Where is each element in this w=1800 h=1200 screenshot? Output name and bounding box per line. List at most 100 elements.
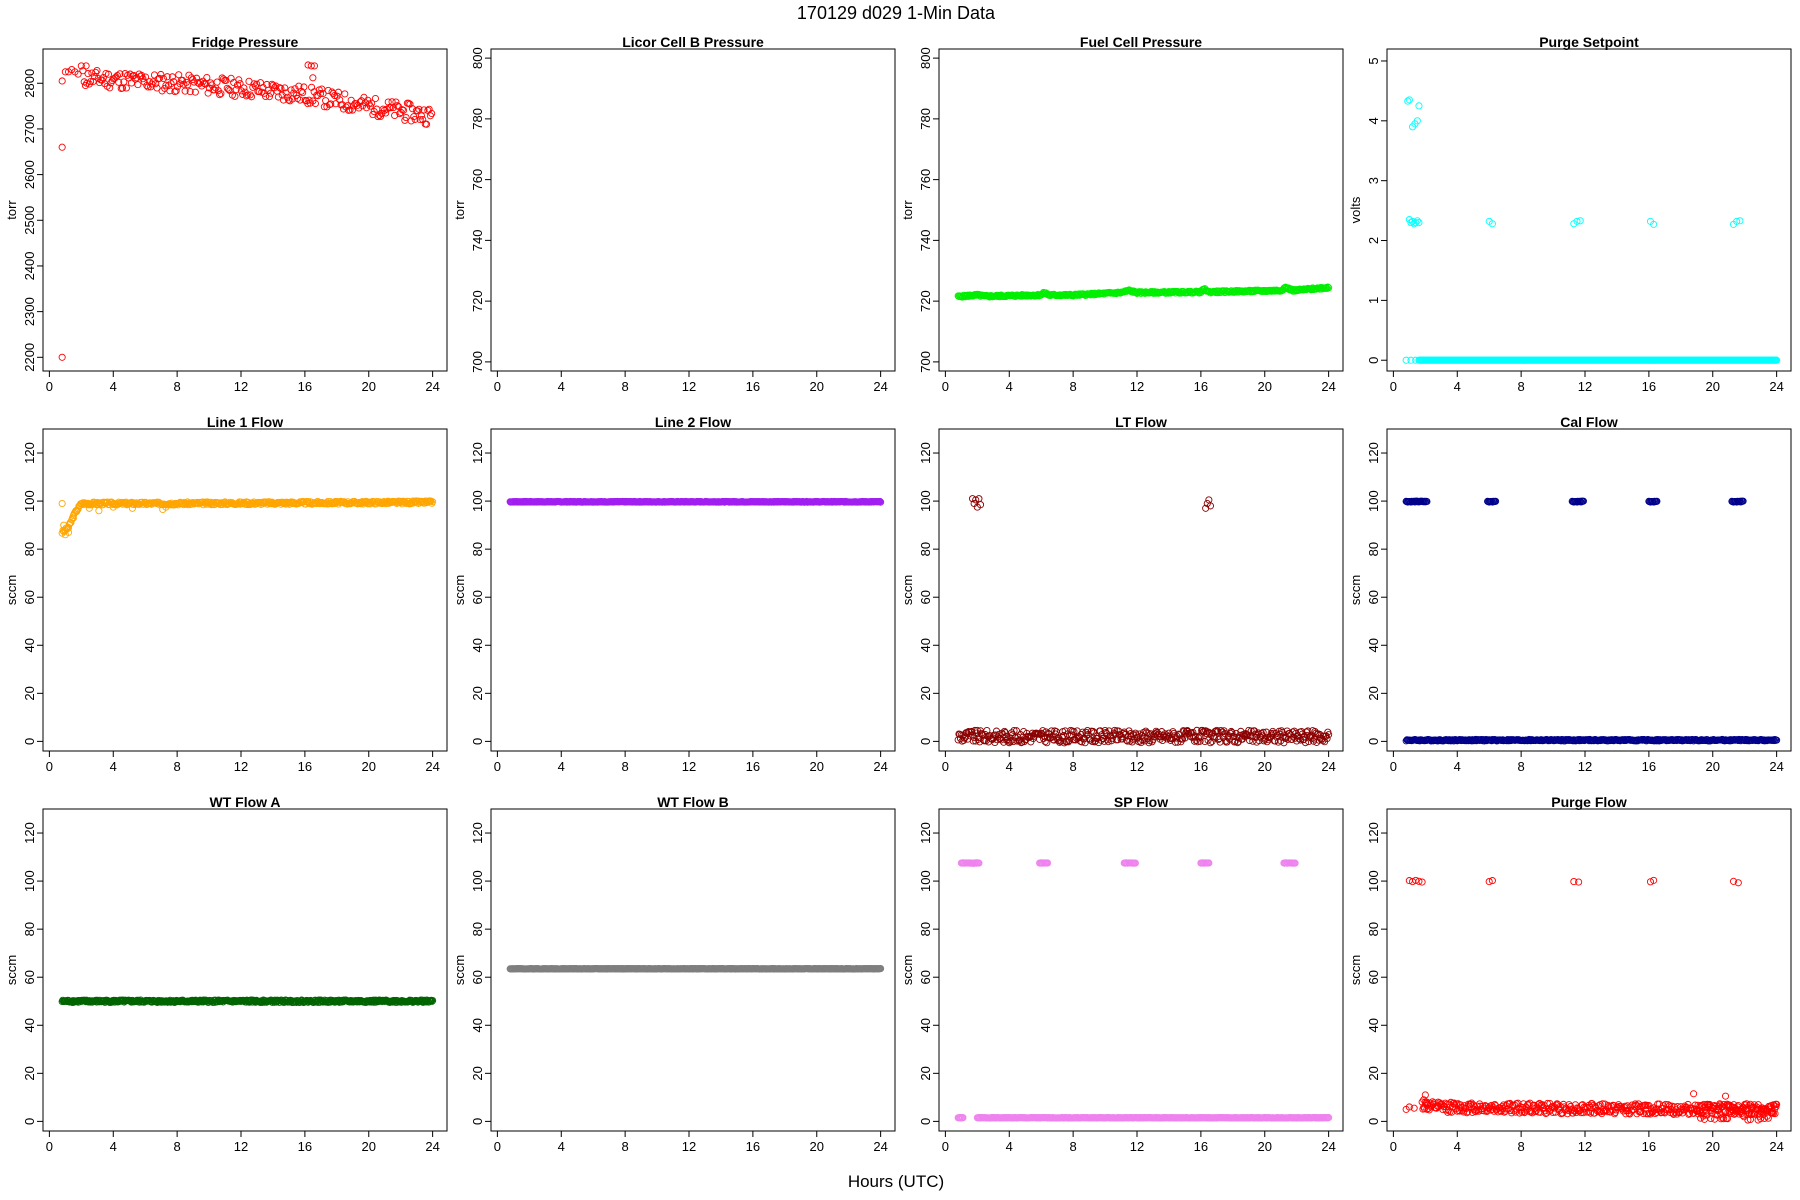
y-tick-label: 2200 [22,343,37,372]
data-point [415,105,423,113]
data-point [85,504,93,512]
y-axis-label: sccm [4,575,19,605]
data-point [244,91,252,99]
data-point [311,99,319,108]
data-point [1301,739,1310,747]
x-tick-label: 24 [425,379,439,394]
data-point [1012,727,1020,735]
data-points [954,495,1333,747]
x-tick-label: 0 [1390,379,1397,394]
data-point [1325,284,1333,292]
y-tick-label: 40 [1366,638,1381,652]
data-point [1241,732,1249,741]
data-point [290,89,298,97]
x-tick-label: 24 [1769,379,1783,394]
y-axis-label: sccm [900,955,915,985]
data-point [1739,497,1747,505]
x-tick-label: 12 [234,759,248,774]
data-point [162,81,170,89]
data-point [1413,117,1421,125]
x-tick-label: 20 [1258,759,1272,774]
data-point [276,84,284,92]
data-point [1206,502,1215,510]
data-point [262,92,270,100]
data-point [210,86,219,94]
data-point [1193,726,1201,734]
data-point [318,85,326,93]
x-tick-label: 4 [558,1139,565,1154]
data-point [1407,356,1415,364]
y-tick-label: 760 [470,169,485,191]
data-point [338,101,346,109]
data-point [77,62,85,70]
data-point [877,498,885,506]
plot-frame [1386,428,1792,752]
data-point [1204,736,1212,744]
y-tick-label: 40 [918,1018,933,1032]
data-point [1773,356,1781,364]
data-point [400,106,408,114]
x-tick-label: 0 [494,759,501,774]
data-point [239,90,247,98]
data-point [1325,731,1333,739]
data-point [877,965,885,973]
y-tick-label: 700 [918,351,933,373]
y-tick-label: 100 [1366,490,1381,512]
data-point [428,499,436,507]
data-point [429,996,437,1005]
data-point [225,85,233,94]
data-point [240,84,248,92]
data-point [876,497,884,506]
data-point [231,92,239,100]
data-point [428,997,436,1005]
data-point [111,74,119,82]
x-tick-label: 24 [425,1139,439,1154]
y-tick-label: 2400 [22,251,37,280]
x-tick-label: 4 [1454,379,1461,394]
data-point [223,84,231,92]
y-tick-label: 2800 [22,69,37,98]
x-tick-label: 4 [110,379,117,394]
x-tick-label: 8 [1518,379,1525,394]
data-point [179,76,187,84]
data-point [1234,739,1242,747]
data-point [379,105,387,113]
data-point [122,84,130,92]
y-tick-label: 5 [1366,57,1381,64]
panel-title: SP Flow [1114,794,1168,810]
data-point [204,89,212,97]
data-point [282,89,290,97]
x-tick-label: 20 [810,1139,824,1154]
data-point [1244,732,1252,740]
data-point [346,106,354,114]
data-point [429,498,437,506]
x-tick-label: 16 [298,379,312,394]
y-tick-label: 60 [1366,590,1381,604]
y-tick-label: 2600 [22,160,37,189]
data-point [1005,739,1013,747]
plot-frame [490,808,896,1132]
y-tick-label: 2 [1366,237,1381,244]
x-tick-label: 20 [1706,379,1720,394]
plot-frame [938,428,1344,752]
data-point [109,503,117,511]
data-point [1305,738,1313,746]
data-point [181,87,189,95]
y-tick-label: 4 [1366,117,1381,124]
data-point [1148,288,1156,296]
y-axis-label: sccm [4,955,19,985]
data-point [87,78,95,86]
data-point [93,66,101,75]
data-point [82,62,90,70]
y-axis-label: torr [4,200,19,220]
panel-title: Cal Flow [1560,414,1618,430]
data-point [58,77,66,85]
data-point [116,70,124,78]
y-tick-label: 800 [470,47,485,69]
data-point [977,729,985,737]
x-tick-label: 0 [46,379,53,394]
data-point [1423,497,1431,506]
